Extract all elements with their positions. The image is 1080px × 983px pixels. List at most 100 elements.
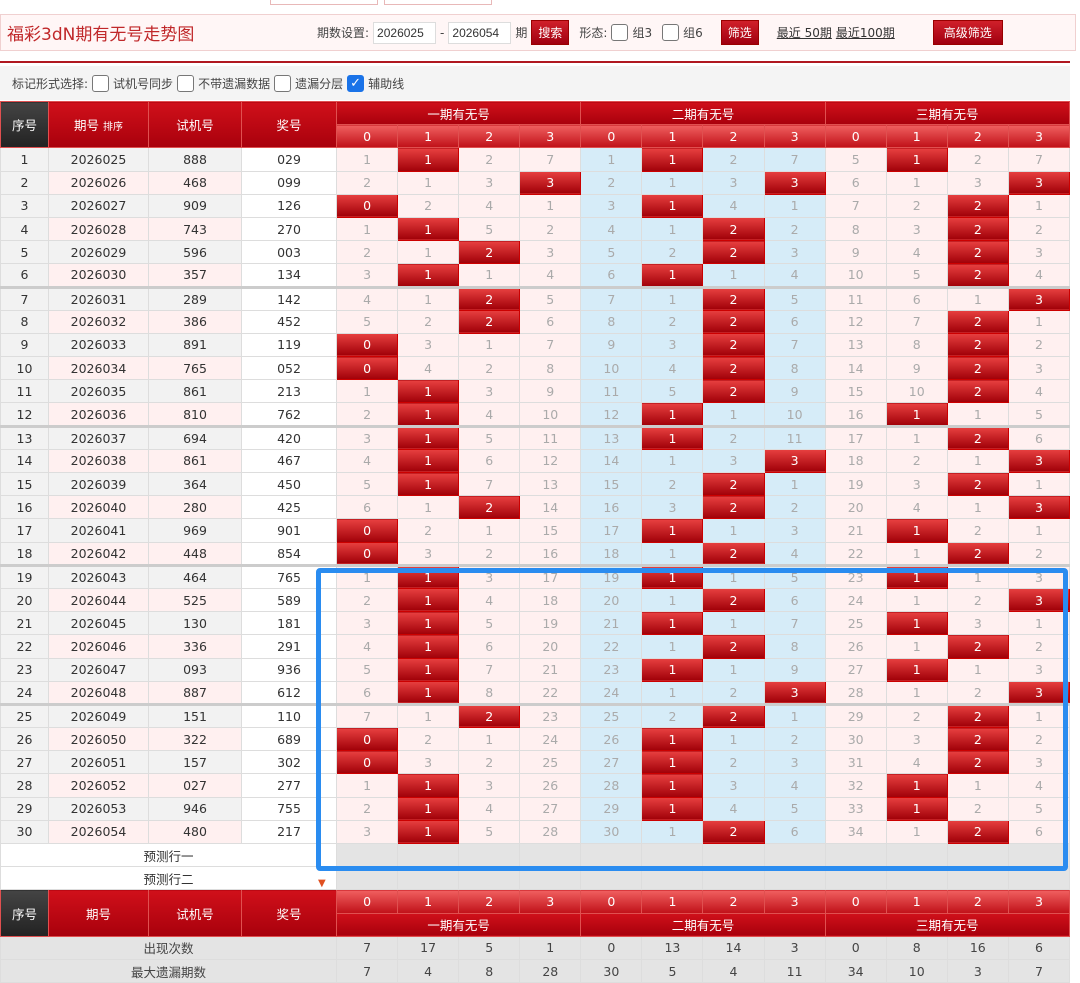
- filter-button[interactable]: 筛选: [720, 20, 759, 45]
- hit-cell: 2: [946, 750, 1009, 775]
- predict-cell[interactable]: [824, 866, 887, 891]
- miss-cell: 3: [335, 819, 399, 845]
- row-trial: 151: [148, 702, 242, 729]
- col-award: 奖号: [241, 889, 337, 937]
- predict-cell[interactable]: [885, 842, 948, 868]
- miss-cell: 1: [641, 541, 704, 566]
- option-checkbox[interactable]: [177, 74, 195, 92]
- option-label: 辅助线: [368, 76, 405, 91]
- predict-cell[interactable]: [397, 842, 460, 868]
- miss-cell: 9: [824, 240, 887, 265]
- table-row: 16 2026040 280 425 6 1 2 14 16 3 2 2 20 4 1 3: [0, 495, 1071, 520]
- row-period: 2026052: [48, 773, 149, 798]
- option-checkbox[interactable]: ✓: [347, 74, 365, 92]
- row-seq: 8: [0, 309, 49, 334]
- miss-cell: 1: [946, 402, 1009, 427]
- stat-label: 出现次数: [0, 935, 337, 960]
- hit-cell: 2: [946, 424, 1009, 450]
- miss-cell: 2: [335, 170, 399, 195]
- table-row: 19 2026043 464 765 1 1 3 17 19 1 1 5 23 1 1 3: [0, 563, 1071, 589]
- digit-header: 2: [458, 124, 521, 149]
- predict-cell[interactable]: [641, 866, 704, 891]
- miss-cell: 7: [580, 285, 643, 311]
- predict-cell[interactable]: [335, 866, 399, 891]
- predict-cell[interactable]: [702, 866, 765, 891]
- option-checkbox[interactable]: [274, 74, 292, 92]
- period-to-input[interactable]: [448, 21, 512, 44]
- miss-cell: 1: [946, 657, 1009, 682]
- hit-cell: 2: [702, 309, 765, 334]
- hit-cell: 2: [458, 285, 521, 311]
- predict-cell[interactable]: [702, 842, 765, 868]
- hit-cell: 1: [641, 263, 704, 288]
- predict-cell[interactable]: [335, 842, 399, 868]
- predict-cell[interactable]: [946, 842, 1009, 868]
- col-period[interactable]: 期号 排序: [48, 100, 149, 149]
- miss-cell: 2: [946, 796, 1009, 821]
- row-period: 2026042: [48, 541, 149, 566]
- predict-cell[interactable]: [763, 842, 826, 868]
- predict-cell[interactable]: [458, 866, 521, 891]
- predict-cell[interactable]: [580, 866, 643, 891]
- row-trial: 130: [148, 611, 242, 636]
- predict-cell[interactable]: [458, 842, 521, 868]
- hit-cell: 3: [763, 170, 826, 195]
- predict-cell[interactable]: [519, 842, 582, 868]
- predict-row: 预测行二: [0, 866, 1071, 891]
- period-from-input[interactable]: [373, 21, 437, 44]
- predict-cell[interactable]: [397, 866, 460, 891]
- miss-cell: 8: [885, 332, 948, 358]
- top-tab[interactable]: [270, 0, 378, 5]
- recent-100-link[interactable]: 最近100期: [835, 26, 895, 40]
- predict-cell[interactable]: [641, 842, 704, 868]
- top-tabs: [270, 0, 492, 6]
- miss-cell: 1: [458, 727, 521, 752]
- group3-checkbox[interactable]: [611, 24, 629, 41]
- miss-cell: 1: [335, 147, 399, 172]
- miss-cell: 23: [580, 657, 643, 682]
- predict-cell[interactable]: [763, 866, 826, 891]
- row-period: 2026040: [48, 495, 149, 520]
- predict-cell[interactable]: [580, 842, 643, 868]
- option-checkbox[interactable]: [92, 74, 110, 92]
- predict-cell[interactable]: [519, 866, 582, 891]
- miss-cell: 4: [763, 541, 826, 566]
- group6-checkbox[interactable]: [662, 24, 680, 41]
- hit-cell: 2: [458, 495, 521, 520]
- hit-cell: 2: [702, 216, 765, 242]
- group-header: 二期有无号: [580, 100, 826, 126]
- stat-value: 34: [824, 958, 887, 983]
- stat-value: 5: [458, 935, 521, 960]
- miss-cell: 1: [946, 495, 1009, 520]
- miss-cell: 1: [702, 402, 765, 427]
- row-seq: 3: [0, 193, 49, 218]
- row-seq: 25: [0, 702, 49, 729]
- search-button[interactable]: 搜索: [531, 20, 570, 45]
- miss-cell: 10: [519, 402, 582, 427]
- top-tab[interactable]: [384, 0, 492, 5]
- row-period: 2026047: [48, 657, 149, 682]
- miss-cell: 1: [641, 170, 704, 195]
- predict-cell[interactable]: [946, 866, 1009, 891]
- sort-toggle[interactable]: 排序: [103, 122, 123, 134]
- predict-cell[interactable]: [1007, 842, 1071, 868]
- row-trial: 887: [148, 680, 242, 705]
- recent-50-link[interactable]: 最近 50期: [776, 26, 832, 40]
- col-period: 期号: [48, 889, 149, 937]
- row-seq: 21: [0, 611, 49, 636]
- stat-value: 13: [641, 935, 704, 960]
- table-row: 3 2026027 909 126 0 2 4 1 3 1 4 1 7 2 2 1: [0, 193, 1071, 218]
- row-trial: 480: [148, 819, 242, 845]
- miss-cell: 2: [702, 680, 765, 705]
- miss-cell: 2: [1007, 332, 1071, 358]
- miss-cell: 6: [580, 263, 643, 288]
- stat-value: 17: [397, 935, 460, 960]
- row-period: 2026041: [48, 518, 149, 543]
- advanced-filter-button[interactable]: 高级筛选: [932, 20, 1003, 45]
- predict-cell[interactable]: [824, 842, 887, 868]
- group-header: 一期有无号: [335, 100, 582, 126]
- predict-cell[interactable]: [1007, 866, 1071, 891]
- row-period: 2026032: [48, 309, 149, 334]
- predict-cell[interactable]: [885, 866, 948, 891]
- hit-cell: 0: [335, 541, 399, 566]
